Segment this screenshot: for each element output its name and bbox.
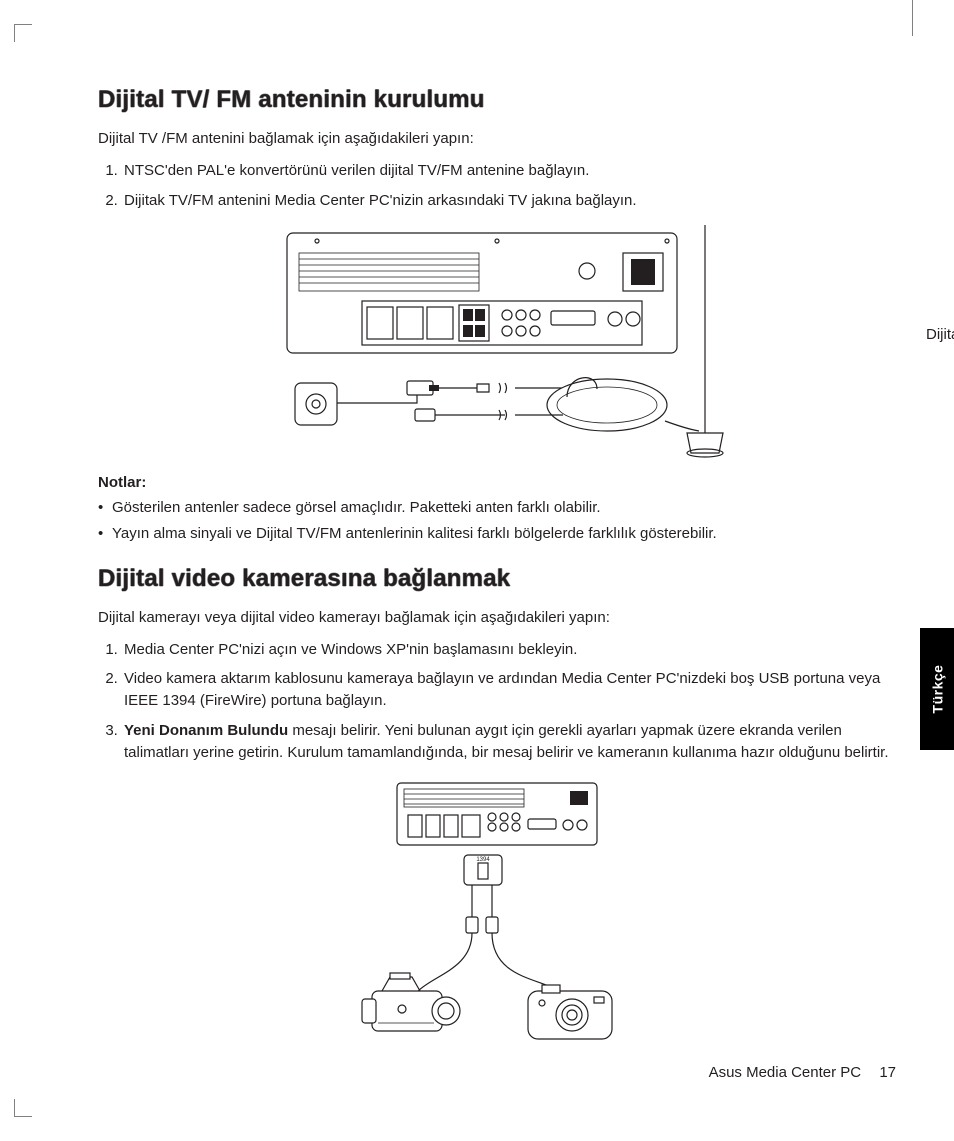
crop-mark-top-left: [14, 24, 32, 42]
footer-title: Asus Media Center PC: [709, 1064, 862, 1081]
note-item: Yayın alma sinyali ve Dijital TV/FM ante…: [98, 523, 896, 545]
step-item: NTSC'den PAL'e konvertörünü verilen diji…: [122, 160, 896, 182]
section-2-intro: Dijital kamerayı veya dijital video kame…: [98, 607, 896, 629]
svg-text:1394: 1394: [476, 857, 490, 863]
figure-1-label: Dijital TV/FM Antenleri: [926, 325, 954, 345]
section-1-steps: NTSC'den PAL'e konvertörünü verilen diji…: [98, 160, 896, 212]
camera-diagram-icon: 1394: [342, 777, 652, 1047]
step-item: Video kamera aktarım kablosunu kameraya …: [122, 668, 896, 712]
section-2-heading: Dijital video kamerasına bağlanmak: [98, 565, 896, 593]
step-item: Yeni Donanım Bulundu mesajı belirir. Yen…: [122, 720, 896, 764]
document-page: Dijital TV/ FM anteninin kurulumu Dijita…: [0, 0, 954, 1141]
note-item: Gösterilen antenler sadece görsel amaçlı…: [98, 497, 896, 519]
crop-mark-top-right: [912, 0, 913, 36]
section-1-intro: Dijital TV /FM antenini bağlamak için aş…: [98, 128, 896, 150]
page-footer: Asus Media Center PC 17: [709, 1064, 896, 1081]
crop-mark-bottom-left: [14, 1099, 32, 1117]
step-item: Media Center PC'nizi açın ve Windows XP'…: [122, 639, 896, 661]
section-1-heading: Dijital TV/ FM anteninin kurulumu: [98, 86, 896, 114]
figure-1-antenna: Dijital TV/FM Antenleri: [98, 225, 896, 460]
step-item: Dijitak TV/FM antenini Media Center PC'n…: [122, 190, 896, 212]
notes-heading: Notlar:: [98, 474, 896, 491]
page-number: 17: [879, 1064, 896, 1081]
section-2-steps: Media Center PC'nizi açın ve Windows XP'…: [98, 639, 896, 764]
notes-list: Gösterilen antenler sadece görsel amaçlı…: [98, 497, 896, 545]
language-label: Türkçe: [929, 665, 945, 714]
antenna-diagram-icon: [267, 225, 727, 460]
language-side-tab: Türkçe: [920, 628, 954, 750]
